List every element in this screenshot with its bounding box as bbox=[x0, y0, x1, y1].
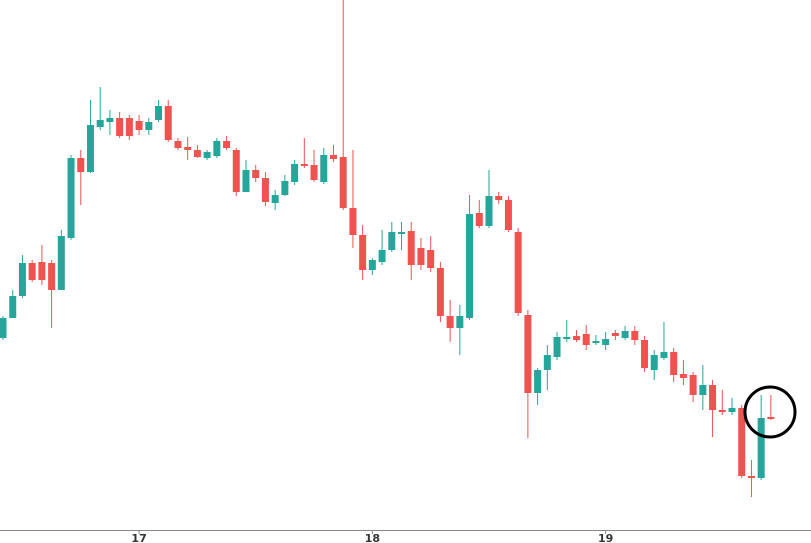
candle-body bbox=[155, 106, 163, 120]
candle-body bbox=[475, 213, 483, 226]
candle-body bbox=[504, 200, 512, 230]
candle-body bbox=[9, 296, 17, 318]
candle-body bbox=[339, 157, 347, 208]
candle-body bbox=[203, 152, 211, 158]
x-tick-label: 18 bbox=[365, 532, 380, 543]
highlight-circle bbox=[743, 385, 797, 439]
candle-body bbox=[300, 164, 308, 166]
candle-body bbox=[670, 352, 678, 375]
candle-body bbox=[0, 318, 7, 338]
candle-body bbox=[534, 370, 542, 393]
candle-body bbox=[679, 374, 687, 378]
candle-body bbox=[718, 410, 726, 412]
candle-body bbox=[184, 147, 192, 150]
candle-body bbox=[485, 196, 493, 226]
candle-body bbox=[757, 418, 765, 478]
candle-body bbox=[96, 120, 104, 127]
candle-body bbox=[28, 263, 36, 280]
candle-body bbox=[650, 355, 658, 370]
candle-body bbox=[388, 232, 396, 250]
candle-body bbox=[261, 178, 269, 202]
candle-body bbox=[767, 417, 775, 419]
x-tick-label: 17 bbox=[131, 532, 146, 543]
candle-body bbox=[164, 106, 172, 140]
candle-body bbox=[427, 250, 435, 268]
candle-body bbox=[611, 333, 619, 336]
candle-body bbox=[48, 263, 56, 290]
candle-body bbox=[553, 337, 561, 357]
candle-body bbox=[116, 118, 124, 136]
candle-body bbox=[602, 339, 610, 345]
candle-body bbox=[125, 118, 133, 136]
candle-body bbox=[631, 331, 639, 340]
candle-body bbox=[417, 248, 425, 265]
candle-body bbox=[359, 235, 367, 270]
candle-body bbox=[232, 150, 240, 192]
candle-body bbox=[86, 125, 94, 172]
candle-body bbox=[145, 122, 153, 130]
candle-body bbox=[368, 260, 376, 270]
candle-body bbox=[271, 195, 279, 203]
candle-body bbox=[310, 165, 318, 180]
candle-body bbox=[709, 385, 717, 410]
candle-body bbox=[699, 385, 707, 395]
candle-body bbox=[223, 141, 231, 148]
candle-body bbox=[514, 232, 522, 313]
candle-body bbox=[291, 164, 299, 182]
candle-body bbox=[592, 341, 600, 343]
candle-body bbox=[621, 331, 629, 338]
candle-body bbox=[378, 250, 386, 262]
candle-body bbox=[193, 150, 201, 157]
candle-body bbox=[466, 214, 474, 318]
candle-body bbox=[174, 141, 182, 148]
candle-body bbox=[106, 118, 114, 122]
candle-body bbox=[18, 263, 26, 296]
candle-body bbox=[349, 208, 357, 235]
candle-body bbox=[728, 408, 736, 412]
candle-body bbox=[524, 315, 532, 393]
plot bbox=[0, 0, 775, 497]
candle-body bbox=[38, 262, 46, 280]
candle-body bbox=[572, 336, 580, 340]
candle-body bbox=[135, 121, 143, 130]
candle-body bbox=[689, 375, 697, 395]
candle-body bbox=[495, 196, 503, 200]
candle-body bbox=[77, 158, 85, 172]
candle-body bbox=[57, 236, 65, 290]
candle-body bbox=[660, 352, 668, 358]
candle-body bbox=[582, 334, 590, 345]
candle-body bbox=[747, 476, 755, 478]
candle-body bbox=[436, 268, 444, 316]
candle-body bbox=[407, 231, 415, 265]
candle-body bbox=[242, 170, 250, 192]
candle-body bbox=[329, 155, 337, 159]
candle-body bbox=[213, 141, 221, 156]
candle-body bbox=[67, 158, 75, 238]
candle-body bbox=[456, 316, 464, 328]
candle-body bbox=[320, 155, 328, 182]
x-tick-label: 19 bbox=[598, 532, 613, 543]
candle-body bbox=[252, 170, 260, 178]
candle-body bbox=[446, 316, 454, 328]
candle-body bbox=[738, 408, 746, 476]
candle-body bbox=[563, 337, 571, 339]
candle-body bbox=[398, 232, 406, 234]
candle-body bbox=[281, 181, 289, 195]
candle-body bbox=[543, 355, 551, 370]
candle-body bbox=[641, 340, 649, 368]
